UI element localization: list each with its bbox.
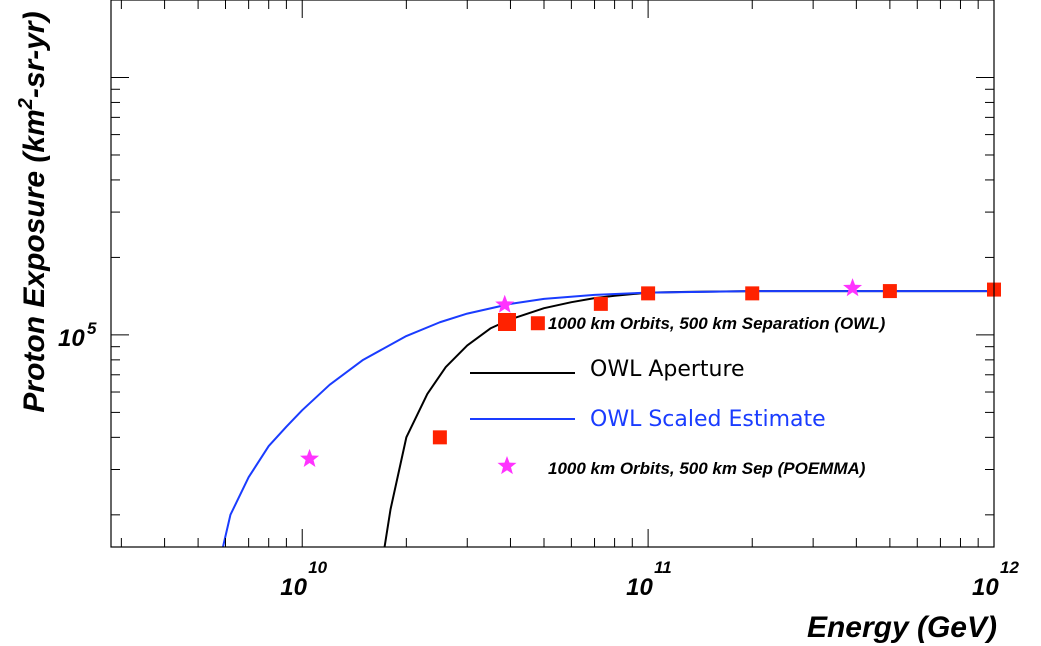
legend-label-owl-points: 1000 km Orbits, 500 km Separation (OWL) bbox=[548, 314, 886, 333]
poemma-data-point bbox=[843, 278, 863, 297]
x-axis-title: Energy (GeV) bbox=[807, 611, 997, 644]
owl-scaled-estimate-curve bbox=[221, 290, 994, 548]
owl-data-point bbox=[593, 296, 608, 311]
owl-data-point bbox=[530, 316, 545, 331]
legend-label-poemma: 1000 km Orbits, 500 km Sep (POEMMA) bbox=[548, 459, 866, 478]
x-tick-label: 10 bbox=[626, 574, 653, 601]
x-tick-label-exponent: 10 bbox=[308, 558, 327, 577]
legend-entry-owl-points: 1000 km Orbits, 500 km Separation (OWL) bbox=[498, 313, 886, 333]
legend-label-owl-scaled: OWL Scaled Estimate bbox=[590, 407, 826, 432]
owl-data-point bbox=[745, 286, 760, 301]
x-tick-label: 10 bbox=[972, 574, 999, 601]
legend-entry-owl-scaled: OWL Scaled Estimate bbox=[470, 407, 826, 432]
owl-data-point bbox=[641, 286, 656, 301]
y-axis-title-superscript: 2 bbox=[15, 98, 37, 110]
y-tick-label: 10 bbox=[58, 325, 85, 352]
series-markers bbox=[300, 278, 1001, 467]
legend-square-marker bbox=[498, 313, 516, 331]
legend: 1000 km Orbits, 500 km Separation (OWL) … bbox=[470, 313, 886, 478]
axis-ticks bbox=[111, 0, 995, 547]
y-axis-title-end: -sr-yr) bbox=[18, 11, 51, 98]
owl-data-point bbox=[432, 430, 447, 445]
poemma-data-point bbox=[495, 294, 515, 313]
owl-data-point bbox=[882, 284, 897, 299]
legend-label-owl-aperture: OWL Aperture bbox=[590, 357, 745, 382]
legend-entry-owl-aperture: OWL Aperture bbox=[470, 357, 745, 382]
y-tick-label-exponent: 5 bbox=[87, 319, 97, 338]
legend-star-marker bbox=[497, 456, 517, 475]
y-axis-title-main: Proton Exposure (km bbox=[18, 109, 51, 412]
poemma-data-point bbox=[300, 448, 320, 467]
y-axis-title: Proton Exposure (km2-sr-yr) bbox=[15, 11, 51, 412]
legend-entry-poemma: 1000 km Orbits, 500 km Sep (POEMMA) bbox=[497, 456, 866, 478]
x-tick-label: 10 bbox=[280, 574, 307, 601]
series-curves bbox=[221, 290, 994, 548]
plot-frame bbox=[110, 0, 995, 548]
x-tick-label-exponent: 11 bbox=[654, 558, 672, 577]
x-tick-label-exponent: 12 bbox=[1000, 558, 1019, 577]
